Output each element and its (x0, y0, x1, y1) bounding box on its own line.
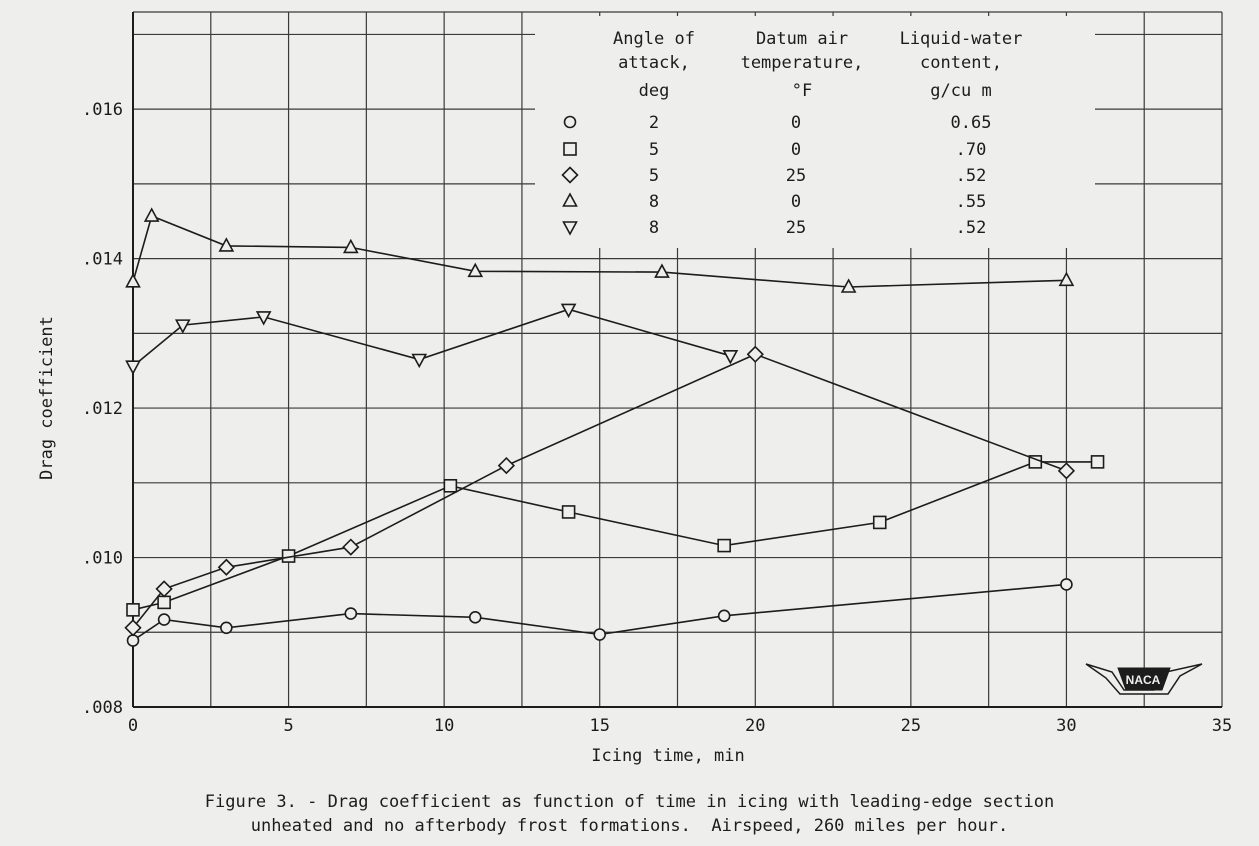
legend-header: content, (920, 53, 1002, 73)
caption-line-1: Figure 3. - Drag coefficient as function… (204, 792, 1055, 812)
legend-header: deg (639, 81, 670, 101)
y-tick-label: .008 (82, 698, 123, 718)
data-point-diamond (155, 580, 173, 598)
data-point-diamond (497, 456, 516, 475)
data-point-triangle-up (342, 238, 359, 254)
legend-angle: 5 (649, 166, 659, 186)
legend-header: Angle of (613, 29, 695, 49)
legend-header: g/cu m (930, 81, 991, 101)
data-point-square (561, 505, 576, 519)
data-point-diamond (342, 538, 360, 556)
caption-line-2: unheated and no afterbody frost formatio… (250, 816, 1009, 836)
legend-water-content: .52 (956, 218, 987, 238)
data-point-circle (468, 611, 482, 624)
data-point-diamond (217, 558, 235, 576)
data-point-triangle-up (467, 262, 484, 278)
legend-temperature: 0 (791, 192, 801, 212)
naca-wing-shape (1085, 663, 1203, 695)
x-tick-label: 25 (901, 716, 921, 736)
data-point-square (872, 515, 887, 530)
legend-header: Datum air (756, 29, 848, 49)
data-point-circle (1060, 578, 1073, 591)
legend-background (535, 16, 1095, 248)
data-point-triangle-up (1058, 271, 1075, 287)
series-triangle-up (125, 207, 1075, 293)
data-point-circle (563, 115, 577, 129)
legend-temperature: 0 (791, 140, 801, 160)
x-tick-label: 10 (434, 716, 454, 736)
data-point-triangle-up (562, 192, 578, 207)
legend: Angle of attack, deg Datum air temperature, °… (535, 16, 1095, 248)
legend-temperature: 0 (791, 113, 801, 133)
x-tick-label: 5 (283, 716, 293, 736)
legend-angle: 2 (649, 113, 659, 133)
legend-header: °F (792, 81, 812, 101)
series-line-circle (132, 583, 1067, 642)
series-line-triangle-down (132, 308, 731, 367)
x-tick-label: 20 (745, 716, 765, 736)
legend-header: attack, (618, 53, 690, 73)
naca-badge (1117, 667, 1171, 691)
series-square (126, 455, 1105, 617)
x-tick-label: 35 (1212, 716, 1232, 736)
y-tick-label: .014 (82, 250, 123, 270)
data-point-triangle-up (654, 263, 670, 278)
x-axis-label: Icing time, min (591, 746, 745, 766)
data-point-diamond (561, 166, 579, 184)
data-point-circle (344, 607, 358, 620)
data-point-diamond (746, 345, 764, 363)
data-point-square (157, 595, 171, 610)
data-point-square (717, 538, 731, 553)
x-tick-label: 30 (1056, 716, 1076, 736)
legend-water-content: .70 (956, 140, 987, 160)
data-point-circle (593, 628, 607, 641)
data-point-triangle-down (255, 311, 272, 326)
data-point-circle (717, 609, 731, 623)
x-tick-label: 0 (128, 716, 138, 736)
data-point-triangle-down (125, 360, 141, 375)
y-axis-label: Drag coefficient (37, 316, 57, 480)
data-point-square (1090, 455, 1105, 469)
y-tick-label: .012 (82, 399, 123, 419)
series-line-triangle-up (132, 214, 1067, 288)
data-point-triangle-up (218, 237, 235, 252)
legend-header: Liquid-water (900, 29, 1023, 49)
y-tick-label: .016 (82, 100, 123, 120)
data-point-triangle-up (143, 207, 160, 222)
data-point-circle (157, 613, 171, 626)
legend-temperature: 25 (786, 166, 806, 186)
x-tick-label: 15 (589, 716, 609, 736)
data-point-diamond (124, 619, 142, 637)
legend-angle: 8 (649, 218, 659, 238)
legend-header: temperature, (741, 53, 864, 73)
series-diamond (124, 345, 1076, 637)
data-point-triangle-down (722, 349, 739, 365)
data-point-square (126, 603, 140, 617)
data-point-circle (220, 621, 233, 635)
data-point-square (563, 142, 577, 156)
legend-water-content: 0.65 (951, 113, 992, 133)
data-point-square (443, 478, 458, 493)
data-point-triangle-down (560, 303, 577, 319)
legend-water-content: .52 (956, 166, 987, 186)
data-point-triangle-down (411, 353, 428, 369)
data-point-circle (126, 634, 140, 647)
data-point-triangle-down (562, 221, 578, 236)
legend-angle: 5 (649, 140, 659, 160)
naca-logo: NACA (1085, 663, 1203, 695)
naca-logo-text: NACA (1126, 673, 1161, 687)
series-circle (126, 578, 1073, 647)
legend-angle: 8 (649, 192, 659, 212)
y-tick-label: .010 (82, 549, 123, 569)
legend-water-content: .55 (956, 192, 987, 212)
legend-temperature: 25 (786, 218, 806, 238)
series-triangle-down (125, 303, 739, 375)
data-point-diamond (1057, 462, 1076, 480)
data-point-triangle-down (174, 319, 191, 334)
series-line-square (132, 461, 1098, 611)
data-point-triangle-up (125, 273, 141, 288)
data-point-triangle-up (840, 278, 857, 293)
